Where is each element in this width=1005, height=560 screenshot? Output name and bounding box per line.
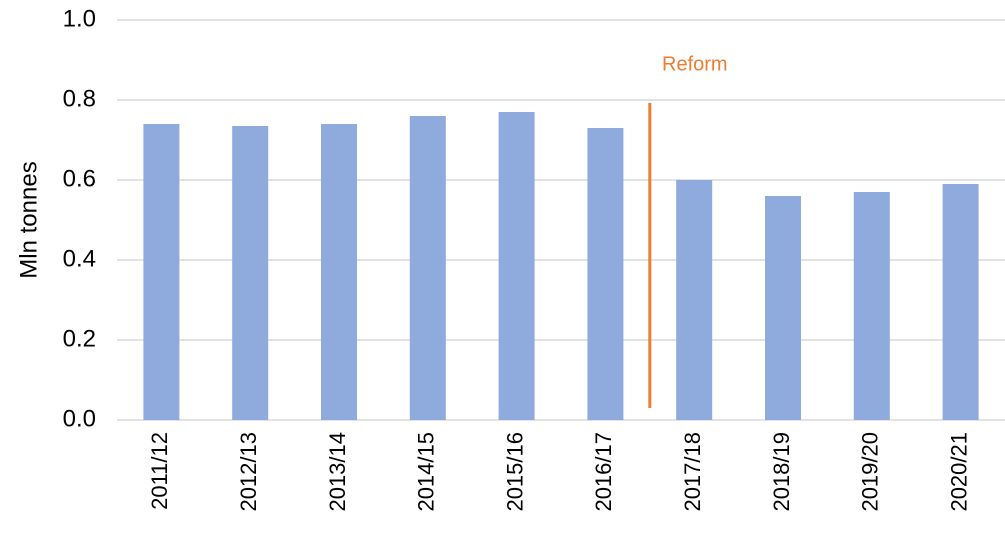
bar (498, 112, 535, 420)
x-tick-label: 2012/13 (236, 432, 261, 512)
y-axis-label: Mln tonnes (15, 161, 42, 278)
y-tick-label: 0.0 (63, 405, 96, 432)
bar (143, 124, 180, 420)
x-tick-label: 2017/18 (680, 432, 705, 512)
y-tick-label: 1.0 (63, 5, 96, 32)
bar (942, 184, 979, 420)
y-tick-label: 0.8 (63, 85, 96, 112)
x-tick-label: 2018/19 (769, 432, 794, 512)
annotation: Reform (662, 53, 728, 75)
bar (232, 126, 269, 420)
x-tick-label: 2019/20 (858, 432, 883, 512)
x-tick-label: 2020/21 (946, 432, 971, 512)
bar (853, 192, 890, 420)
x-tick-label: 2015/16 (502, 432, 527, 512)
x-tick-label: 2016/17 (591, 432, 616, 512)
bar (321, 124, 357, 420)
y-tick-label: 0.4 (63, 245, 96, 272)
y-tick-label: 0.6 (63, 165, 96, 192)
bar (409, 116, 446, 420)
bar (587, 128, 624, 420)
bar (765, 196, 801, 420)
bar (676, 180, 713, 420)
x-tick-label: 2011/12 (147, 432, 172, 510)
x-tick-label: 2014/15 (414, 432, 439, 512)
x-tick-label: 2013/14 (325, 432, 350, 512)
y-tick-label: 0.2 (63, 325, 96, 352)
